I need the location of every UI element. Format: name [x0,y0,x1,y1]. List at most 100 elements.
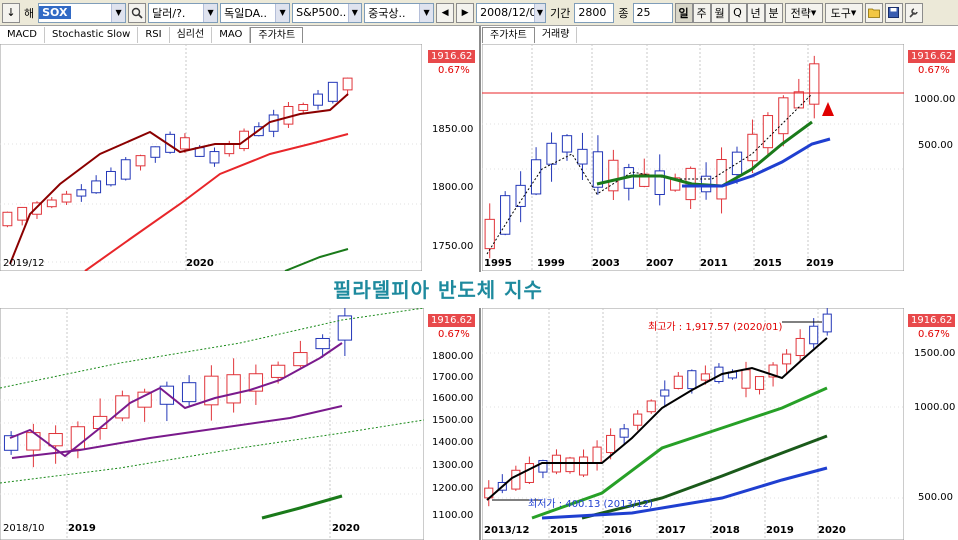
candle [778,97,789,135]
symbol-combo[interactable]: SOX ▼ [38,2,127,23]
region-combo[interactable]: 중국상.. ▼ [364,2,435,23]
x-tick: 2013/12 [484,525,530,536]
tab-psychological-line[interactable]: 심리선 [170,27,213,43]
candle [17,206,28,221]
candle [500,195,511,235]
save-button[interactable] [884,2,903,23]
candle [293,352,308,367]
candle [660,389,670,397]
play-prev-button[interactable]: ◀ [436,2,455,23]
period-button-year[interactable]: 년 [746,2,765,23]
open-folder-button[interactable] [864,2,883,23]
period-button-quarter[interactable]: Q [728,2,747,23]
candlestick-chart[interactable] [0,308,424,540]
x-tick: 2020 [818,525,846,536]
data-combo[interactable]: 독일DA.. ▼ [220,2,291,23]
moving-average-line [261,494,343,520]
period-input[interactable]: 2800 [574,2,615,23]
candle [3,435,19,451]
channel-lower-line [0,419,424,484]
date-combo[interactable]: 2008/12/03▼ [476,2,547,23]
chart-panel-bottom-right: 최고가 : 1,917.57 (2020/01) 최저가 : 400.13 (2… [482,308,958,540]
currency-combo-value: 달러/?. [152,6,186,20]
candle [315,337,330,350]
chevron-down-icon[interactable]: ▼ [533,3,546,22]
x-tick: 2020 [186,258,214,269]
candle [670,177,681,191]
candlestick-chart[interactable] [0,44,422,271]
x-tick: 2018 [712,525,740,536]
candle [179,137,190,150]
chevron-down-icon[interactable]: ▼ [275,3,290,22]
play-left-icon: ◀ [441,7,449,18]
change-percent: 0.67% [438,329,470,340]
tools-label: 도구 [830,6,851,20]
candle [782,353,792,365]
splitter[interactable] [479,308,481,540]
tools-button[interactable]: 도구 ▼ [824,2,863,23]
price-badge: 1916.62 [428,50,476,63]
date-value: 2008/12/03 [480,6,534,19]
chevron-down-icon[interactable]: ▼ [111,3,126,22]
period-button-week[interactable]: 주 [692,2,711,23]
candle [565,457,575,473]
strategy-button[interactable]: 전략 ▼ [784,2,823,23]
candle [270,364,286,378]
currency-combo[interactable]: 달러/?. ▼ [148,2,219,23]
tab-price-chart[interactable]: 주가차트 [482,27,535,43]
candle [342,77,353,91]
page-title: 필라델피아 반도체 지수 [333,278,543,302]
period-button-month[interactable]: 월 [710,2,729,23]
tab-stochastic-slow[interactable]: Stochastic Slow [45,27,139,43]
search-button[interactable] [128,2,147,23]
candlestick-chart[interactable] [482,44,904,271]
low-annotation: 최저가 : 400.13 (2013/12) [528,499,653,510]
chevron-down-icon[interactable]: ▼ [419,3,434,22]
candle [639,173,650,187]
period-label: 기간 [550,6,571,20]
candle [181,382,197,403]
candle [150,146,161,158]
candle [809,63,820,105]
period-button-day[interactable]: 일 [674,2,693,23]
index-combo[interactable]: S&P500.. ▼ [292,2,363,23]
settings-button[interactable] [904,2,923,23]
candlestick-chart[interactable] [482,308,904,540]
tab-price-chart[interactable]: 주가차트 [250,27,304,43]
moving-average-line [84,133,349,271]
market-label: 해 [24,6,35,20]
tab-rsi[interactable]: RSI [138,27,170,43]
chevron-down-icon[interactable]: ▼ [347,3,362,22]
candle [91,180,102,194]
x-tick: 2020 [332,523,360,534]
chevron-down-icon[interactable]: ▼ [203,3,218,22]
candle [106,170,116,186]
y-tick: 1700.00 [432,372,474,383]
down-arrow-button[interactable]: ↓ [2,2,20,23]
chart-panel-top-left: MACD Stochastic Slow RSI 심리선 MAO 주가차트 19… [0,26,478,271]
period-button-group: 일 주 월 Q 년 분 [674,2,783,23]
y-tick: 500.00 [918,140,953,151]
y-tick: 1100.00 [432,510,474,521]
play-next-button[interactable]: ▶ [456,2,475,23]
x-tick: 1995 [484,258,512,269]
moving-average-line [581,434,828,520]
candle [561,135,573,153]
count-input[interactable]: 25 [632,2,673,23]
tab-mao[interactable]: MAO [212,27,251,43]
x-tick: 2007 [646,258,674,269]
y-tick: 1500.00 [432,415,474,426]
tab-macd[interactable]: MACD [0,27,45,43]
splitter[interactable] [479,26,481,272]
candle [608,159,619,192]
candle [327,81,338,102]
moving-average-line [541,466,828,520]
x-tick: 2019 [68,523,96,534]
period-button-minute[interactable]: 분 [764,2,783,23]
tab-volume[interactable]: 거래량 [535,27,578,43]
candle [716,159,727,200]
y-tick: 500.00 [918,492,953,503]
candle [754,376,765,390]
candle [115,395,130,419]
search-icon [131,7,143,19]
